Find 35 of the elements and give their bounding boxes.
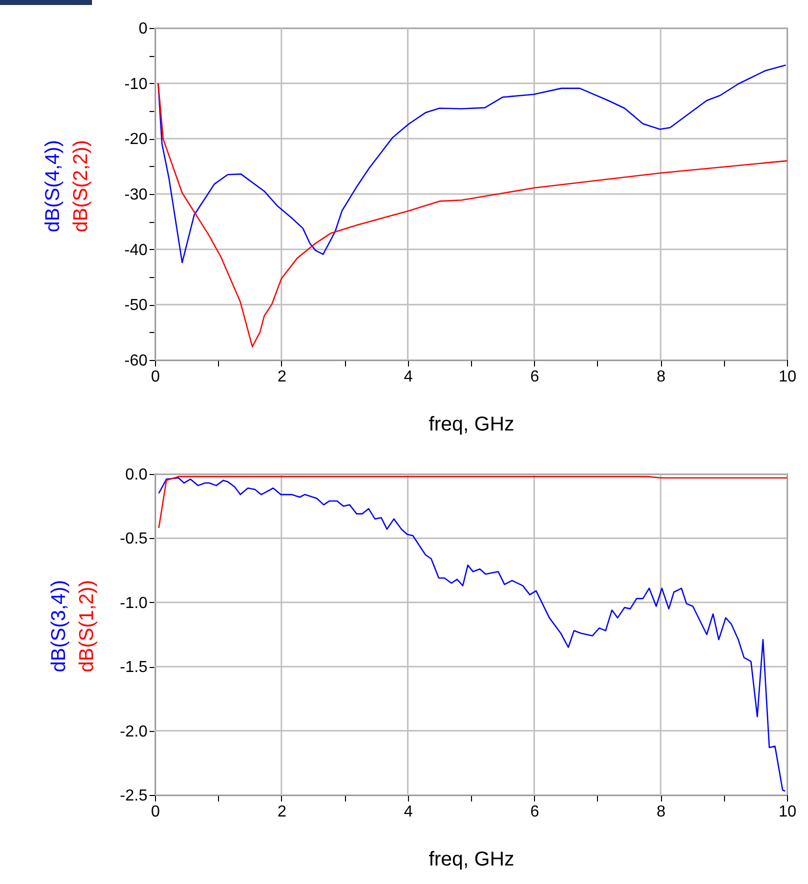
text: dB(S(4,4))	[42, 140, 64, 232]
line-series	[158, 477, 786, 792]
y-tick-label: -1.5	[120, 659, 148, 676]
x-axis-title: freq, GHz	[428, 848, 514, 870]
text: dB(S(1,2))	[76, 580, 98, 673]
x-tick-label: 6	[530, 368, 540, 386]
text: dB(S(2,2))	[70, 140, 92, 232]
x-tick-label: 8	[656, 804, 666, 820]
y-tick-label: -60	[124, 352, 148, 370]
y-tick-label: -30	[124, 186, 148, 204]
y-tick-label: -40	[124, 242, 148, 259]
y-tick-label: -10	[124, 76, 148, 93]
y-tick-label: -1.0	[120, 594, 148, 612]
x-tick-label: 4	[404, 368, 413, 386]
x-tick-label: 2	[277, 804, 286, 820]
line-series	[158, 64, 786, 264]
y-tick-label: -2.0	[120, 723, 148, 740]
line-series	[158, 82, 787, 348]
y-tick-label: -2.5	[120, 788, 148, 804]
y-tick-label: -0.5	[120, 530, 148, 548]
x-tick-label: 0	[151, 368, 160, 386]
x-axis-title: freq, GHz	[428, 414, 514, 436]
x-tick-label: 6	[530, 804, 540, 820]
line-series	[158, 476, 787, 529]
x-tick-label: 8	[656, 368, 666, 386]
x-tick-label: 4	[404, 804, 413, 820]
x-tick-label: 10	[778, 368, 796, 386]
y-tick-label: 0	[138, 20, 148, 38]
y-tick-label: -50	[124, 297, 148, 314]
x-tick-label: 10	[778, 804, 796, 820]
y-tick-label: 0.0	[125, 466, 148, 484]
y-tick-label: -20	[124, 131, 148, 148]
text: dB(S(3,4))	[48, 580, 70, 673]
x-tick-label: 0	[151, 804, 160, 820]
x-tick-label: 2	[277, 368, 286, 386]
